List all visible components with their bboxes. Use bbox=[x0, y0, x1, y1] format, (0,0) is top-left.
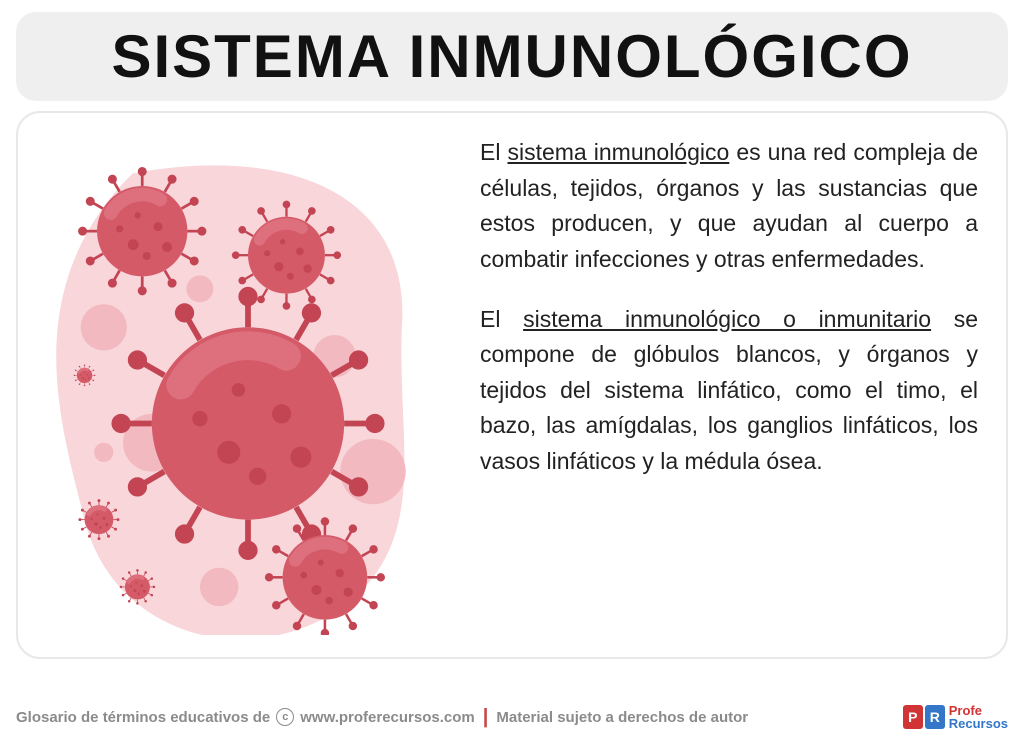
virus-illustration bbox=[38, 135, 458, 635]
p1-pre: El bbox=[480, 139, 507, 165]
content-box: El sistema inmunológico es una red compl… bbox=[16, 111, 1008, 659]
logo-p-icon: P bbox=[903, 705, 923, 729]
logo-r-icon: R bbox=[925, 705, 945, 729]
footer-rights: Material sujeto a derechos de autor bbox=[496, 709, 748, 726]
footer-url: www.proferecursos.com bbox=[300, 709, 475, 726]
definition-text: El sistema inmunológico es una red compl… bbox=[480, 135, 978, 635]
virus-svg bbox=[38, 135, 458, 635]
footer-glossary: Glosario de términos educativos de bbox=[16, 709, 270, 726]
p1-keyword: sistema inmunológico bbox=[507, 139, 729, 165]
page-title: SISTEMA INMUNOLÓGICO bbox=[36, 22, 988, 91]
logo-text: Profe Recursos bbox=[949, 704, 1008, 730]
title-bar: SISTEMA INMUNOLÓGICO bbox=[16, 12, 1008, 101]
footer: Glosario de términos educativos de c www… bbox=[16, 704, 1008, 730]
logo-mark: P R bbox=[903, 705, 945, 729]
copyright-icon: c bbox=[276, 708, 294, 726]
footer-separator: | bbox=[483, 706, 489, 729]
p2-keyword: sistema inmunológico o inmunitario bbox=[523, 306, 931, 332]
p2-pre: El bbox=[480, 306, 523, 332]
paragraph-2: El sistema inmunológico o inmunitario se… bbox=[480, 302, 978, 480]
brand-logo: P R Profe Recursos bbox=[903, 704, 1008, 730]
paragraph-1: El sistema inmunológico es una red compl… bbox=[480, 135, 978, 278]
